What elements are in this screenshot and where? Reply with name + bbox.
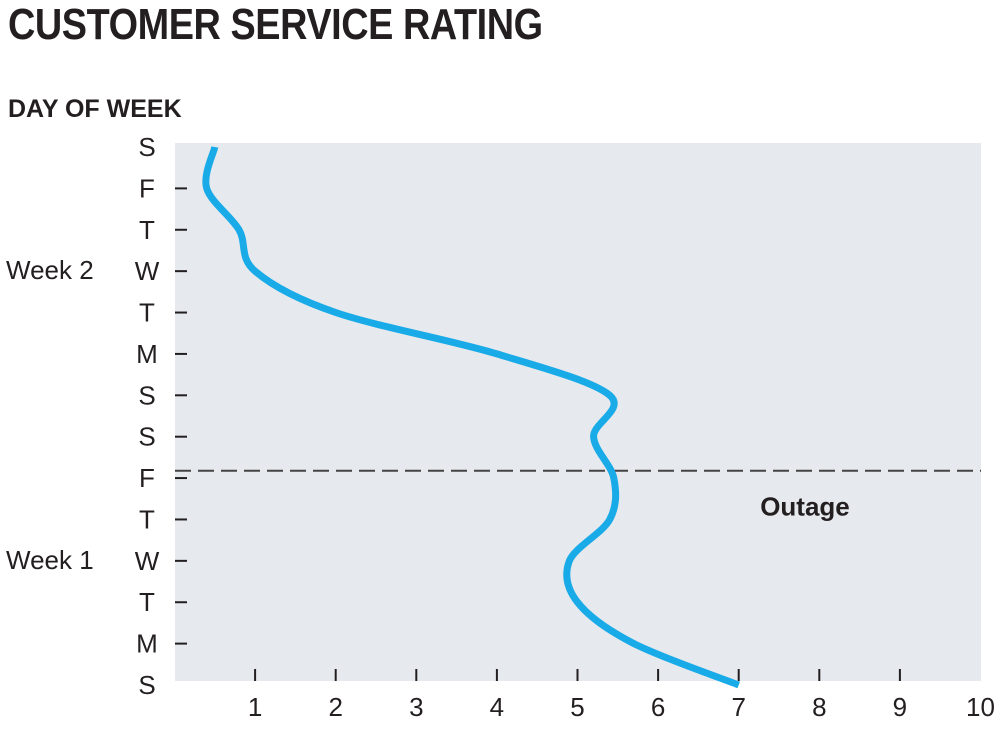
y-tick-label: S [138, 132, 155, 162]
y-tick-label: S [138, 380, 155, 410]
week-group-label: Week 1 [6, 545, 94, 575]
x-tick-label: 3 [409, 692, 423, 722]
y-axis-label: DAY OF WEEK [8, 95, 182, 123]
y-tick-label: M [136, 629, 158, 659]
x-tick-label: 10 [966, 692, 995, 722]
series-layer [202, 146, 740, 689]
x-tick-label: 4 [490, 692, 504, 722]
x-tick-label: 5 [570, 692, 584, 722]
y-tick-label: T [139, 298, 155, 328]
outage-label: Outage [760, 492, 850, 522]
x-tick-label: 6 [651, 692, 665, 722]
y-tick-label: S [138, 422, 155, 452]
y-tick-label: T [139, 587, 155, 617]
x-axis: 1 2 3 4 5 6 7 8 9 10 [248, 669, 995, 722]
y-tick-label: T [139, 215, 155, 245]
x-tick-label: 9 [893, 692, 907, 722]
y-tick-label: W [135, 256, 160, 286]
x-tick-label: 7 [731, 692, 745, 722]
y-tick-label: T [139, 504, 155, 534]
y-tick-label: F [139, 463, 155, 493]
y-tick-label: M [136, 339, 158, 369]
week-group-label: Week 2 [6, 255, 94, 285]
chart-title: CUSTOMER SERVICE RATING [8, 0, 543, 49]
annotations: Outage [175, 469, 981, 522]
x-tick-label: 2 [328, 692, 342, 722]
plot-area [175, 143, 981, 681]
x-tick-label: 8 [812, 692, 826, 722]
rating-line [202, 146, 740, 689]
y-tick-label: W [135, 546, 160, 576]
y-tick-label: S [138, 670, 155, 700]
y-tick-label: F [139, 173, 155, 203]
week-groups: Week 1 Week 2 [6, 255, 94, 575]
x-tick-label: 1 [248, 692, 262, 722]
